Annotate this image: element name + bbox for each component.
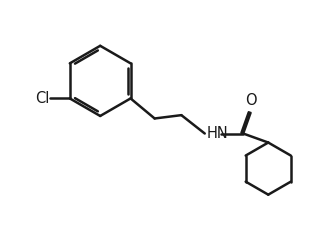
Text: HN: HN bbox=[206, 126, 228, 141]
Text: Cl: Cl bbox=[35, 91, 49, 106]
Text: O: O bbox=[245, 93, 257, 108]
